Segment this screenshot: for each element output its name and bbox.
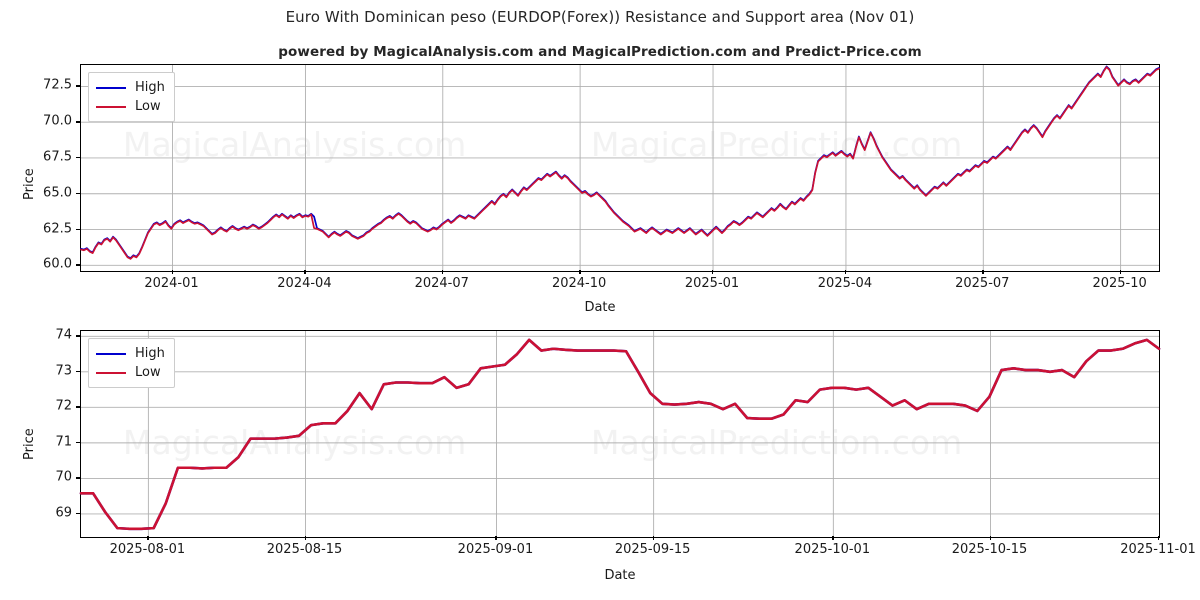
legend-label-low: Low: [135, 99, 161, 114]
y-axis-tick-label: 70: [55, 469, 72, 485]
x-axis-tick-mark: [1158, 536, 1160, 540]
x-axis-tick-mark: [712, 270, 714, 274]
page-title: Euro With Dominican peso (EURDOP(Forex))…: [285, 8, 915, 26]
y-axis-tick-label: 60.0: [43, 256, 72, 272]
y-axis-tick-label: 72.5: [43, 77, 72, 93]
y-axis-tick-label: 65.0: [43, 185, 72, 201]
legend-swatch-low: [96, 105, 126, 108]
x-axis-tick-mark: [304, 270, 306, 274]
y-axis-tick-mark: [76, 370, 80, 373]
y-axis-tick-label: 62.5: [43, 221, 72, 236]
legend-detail[interactable]: High Low: [88, 338, 175, 388]
x-axis-tick-label: 2025-01: [684, 276, 740, 291]
x-axis-tick-mark: [147, 536, 149, 540]
x-axis-tick-label: 2025-09-15: [614, 542, 691, 557]
x-axis-tick-mark: [304, 536, 306, 540]
series-line-high: [79, 338, 1161, 531]
legend-overview[interactable]: High Low: [88, 72, 175, 122]
legend-item-high-detail: High: [96, 344, 165, 363]
x-axis-tick-label: 2024-04: [277, 276, 332, 291]
axis-label-x-overview: Date: [584, 300, 616, 315]
x-axis-tick-mark: [989, 536, 991, 540]
y-axis-tick-label: 74: [55, 327, 72, 343]
legend-swatch-high-detail: [96, 352, 126, 355]
x-axis-tick-label: 2024-10: [551, 276, 607, 291]
y-axis-tick-mark: [76, 512, 80, 515]
x-axis-tick-mark: [832, 536, 834, 540]
x-axis-tick-mark: [579, 270, 581, 274]
series-line-low: [80, 66, 1160, 260]
x-axis-tick-label: 2025-10-01: [794, 542, 871, 557]
y-axis-tick-mark: [76, 335, 80, 337]
legend-swatch-high: [96, 86, 126, 89]
chart-plot-detail[interactable]: MagicalAnalysis.com MagicalPrediction.co…: [79, 330, 1161, 538]
page-subtitle: powered by MagicalAnalysis.com and Magic…: [278, 44, 922, 60]
y-axis-tick-label: 72: [55, 398, 72, 414]
legend-label-high-detail: High: [135, 346, 165, 361]
y-axis-tick-mark: [76, 406, 80, 408]
x-axis-tick-mark: [844, 270, 847, 274]
x-axis-tick-label: 2025-08-15: [266, 542, 343, 557]
chart-lines-detail: [79, 331, 1161, 537]
x-axis-tick-label: 2025-11-01: [1120, 542, 1196, 557]
x-axis-tick-mark: [171, 270, 173, 274]
y-axis-tick-label: 67.5: [43, 149, 72, 165]
x-axis-tick-label: 2024-01: [144, 276, 199, 291]
x-axis-tick-label: 2024-07: [414, 276, 469, 291]
series-line-low: [79, 338, 1161, 531]
x-axis-tick-mark: [982, 270, 984, 274]
x-axis-tick-mark: [652, 536, 655, 540]
legend-label-high: High: [135, 80, 165, 95]
legend-item-low: Low: [96, 97, 165, 116]
y-axis-tick-label: 71: [55, 434, 72, 450]
x-axis-tick-mark: [1119, 270, 1121, 274]
y-axis-tick-mark: [76, 477, 80, 479]
y-axis-tick-mark: [76, 441, 80, 444]
legend-swatch-low-detail: [96, 371, 126, 374]
chart-lines-overview: [80, 65, 1160, 271]
y-axis-tick-mark: [76, 228, 80, 230]
y-axis-tick-mark: [76, 264, 80, 266]
y-axis-tick-mark: [76, 85, 80, 87]
x-axis-tick-label: 2025-08-01: [109, 542, 186, 557]
y-axis-tick-mark: [76, 121, 80, 123]
chart-plot-overview[interactable]: MagicalAnalysis.com MagicalPrediction.co…: [80, 64, 1160, 272]
axis-label-x-detail: Date: [604, 568, 636, 583]
y-axis-tick-mark: [76, 156, 80, 159]
x-axis-tick-label: 2025-10-15: [951, 542, 1028, 557]
x-axis-tick-label: 2025-04: [817, 276, 873, 291]
legend-item-low-detail: Low: [96, 363, 165, 382]
x-axis-tick-label: 2025-09-01: [457, 542, 534, 557]
legend-label-low-detail: Low: [135, 365, 161, 380]
x-axis-tick-mark: [495, 536, 497, 540]
x-axis-tick-mark: [441, 270, 444, 274]
x-axis-tick-label: 2025-10: [1092, 276, 1147, 291]
y-axis-tick-label: 73: [55, 363, 72, 379]
y-axis-tick-label: 70.0: [43, 113, 72, 129]
legend-item-high: High: [96, 78, 165, 97]
y-axis-tick-label: 69: [55, 505, 72, 521]
x-axis-tick-label: 2025-07: [955, 276, 1010, 291]
y-axis-tick-mark: [76, 192, 80, 195]
